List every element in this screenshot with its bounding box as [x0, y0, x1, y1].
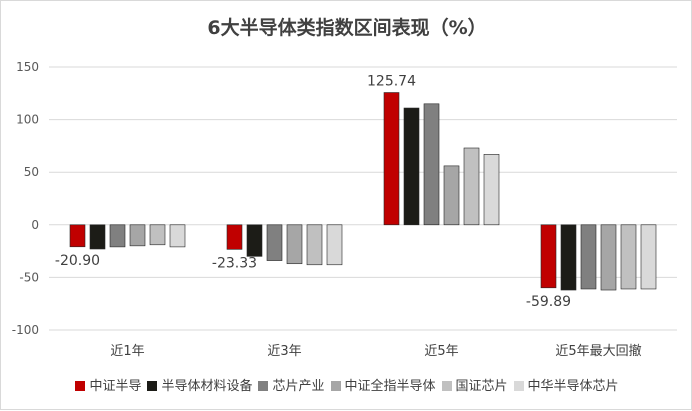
bar	[306, 224, 323, 266]
x-tick-label: 近3年	[267, 344, 301, 359]
bar	[540, 224, 557, 289]
bar	[89, 224, 106, 250]
bar	[266, 224, 283, 261]
data-label: -59.89	[526, 294, 571, 310]
x-tick-label: 近5年最大回撤	[555, 343, 641, 359]
bar	[600, 224, 617, 291]
y-tick-label: 0	[31, 218, 39, 232]
bar	[463, 147, 480, 226]
legend-label: 半导体材料设备	[161, 379, 253, 394]
y-tick-label: 50	[24, 165, 39, 179]
y-tick-label: -50	[19, 270, 39, 284]
legend-item: 半导体材料设备	[147, 375, 252, 394]
bar	[383, 92, 400, 226]
legend-swatch	[330, 381, 341, 391]
legend-item: 中证全指半导体	[330, 375, 436, 394]
bar	[326, 224, 343, 266]
legend-item: 中证半导	[75, 375, 141, 394]
data-label: -20.90	[55, 253, 100, 269]
legend-item: 芯片产业	[258, 375, 325, 394]
legend-swatch	[441, 381, 452, 391]
bar	[620, 224, 637, 290]
bar	[129, 224, 146, 247]
bar	[423, 103, 440, 226]
x-tick-label: 近1年	[110, 344, 144, 359]
bar	[226, 224, 243, 250]
chart-title: 6大半导体类指数区间表现（%）	[207, 17, 487, 39]
bar	[640, 224, 657, 290]
legend-swatch	[513, 381, 524, 391]
legend-swatch	[258, 381, 269, 391]
data-label: -23.33	[212, 255, 257, 271]
bar	[580, 224, 597, 290]
legend-item: 国证芯片	[441, 375, 508, 394]
bar	[169, 224, 186, 248]
y-tick-label: -100	[12, 323, 39, 337]
bar	[483, 154, 500, 226]
data-label: 125.74	[367, 74, 416, 90]
bar	[560, 224, 577, 291]
y-tick-label: 150	[16, 60, 39, 74]
legend-label: 中华半导体芯片	[527, 379, 619, 394]
y-tick-label: 100	[16, 113, 39, 127]
legend-item: 中华半导体芯片	[513, 375, 619, 394]
legend-label: 中证全指半导体	[344, 379, 436, 394]
bar	[286, 224, 303, 265]
legend-swatch	[75, 381, 86, 391]
x-tick-label: 近5年	[424, 344, 458, 359]
bar	[246, 224, 263, 257]
legend-label: 中证半导	[89, 379, 142, 394]
legend-swatch	[147, 381, 158, 391]
legend-label: 国证芯片	[455, 379, 508, 394]
bar	[403, 107, 420, 226]
chart-legend: 中证半导 半导体材料设备 芯片产业 中证全指半导体 国证芯片 中华半导体芯片	[1, 375, 692, 394]
bar	[443, 165, 460, 226]
legend-label: 芯片产业	[272, 379, 325, 394]
bar	[69, 224, 86, 248]
bar	[149, 224, 166, 246]
bar	[109, 224, 126, 248]
